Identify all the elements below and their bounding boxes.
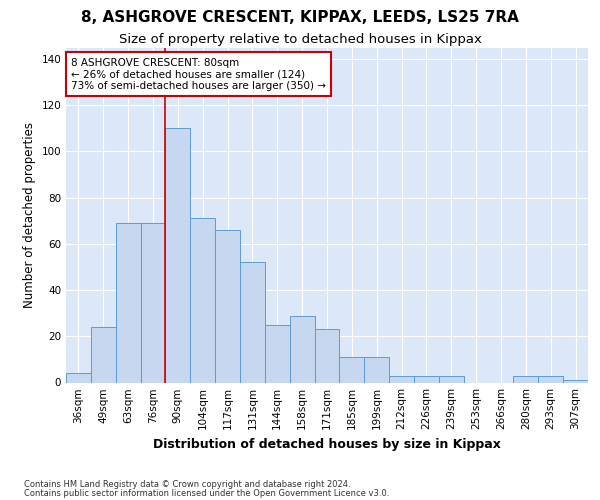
Text: Size of property relative to detached houses in Kippax: Size of property relative to detached ho…	[119, 32, 481, 46]
X-axis label: Distribution of detached houses by size in Kippax: Distribution of detached houses by size …	[153, 438, 501, 451]
Bar	[439, 376, 464, 382]
Text: Contains public sector information licensed under the Open Government Licence v3: Contains public sector information licen…	[24, 489, 389, 498]
Bar	[190, 218, 215, 382]
Bar	[265, 324, 290, 382]
Bar	[166, 128, 190, 382]
Bar	[140, 223, 166, 382]
Bar	[66, 374, 91, 382]
Bar	[364, 357, 389, 382]
Bar	[240, 262, 265, 382]
Bar	[389, 376, 414, 382]
Bar	[340, 357, 364, 382]
Bar	[91, 327, 116, 382]
Bar	[215, 230, 240, 382]
Bar	[514, 376, 538, 382]
Text: 8, ASHGROVE CRESCENT, KIPPAX, LEEDS, LS25 7RA: 8, ASHGROVE CRESCENT, KIPPAX, LEEDS, LS2…	[81, 10, 519, 25]
Bar	[116, 223, 140, 382]
Text: 8 ASHGROVE CRESCENT: 80sqm
← 26% of detached houses are smaller (124)
73% of sem: 8 ASHGROVE CRESCENT: 80sqm ← 26% of deta…	[71, 58, 326, 91]
Bar	[314, 330, 340, 382]
Bar	[414, 376, 439, 382]
Bar	[290, 316, 314, 382]
Bar	[538, 376, 563, 382]
Y-axis label: Number of detached properties: Number of detached properties	[23, 122, 36, 308]
Bar	[563, 380, 588, 382]
Text: Contains HM Land Registry data © Crown copyright and database right 2024.: Contains HM Land Registry data © Crown c…	[24, 480, 350, 489]
